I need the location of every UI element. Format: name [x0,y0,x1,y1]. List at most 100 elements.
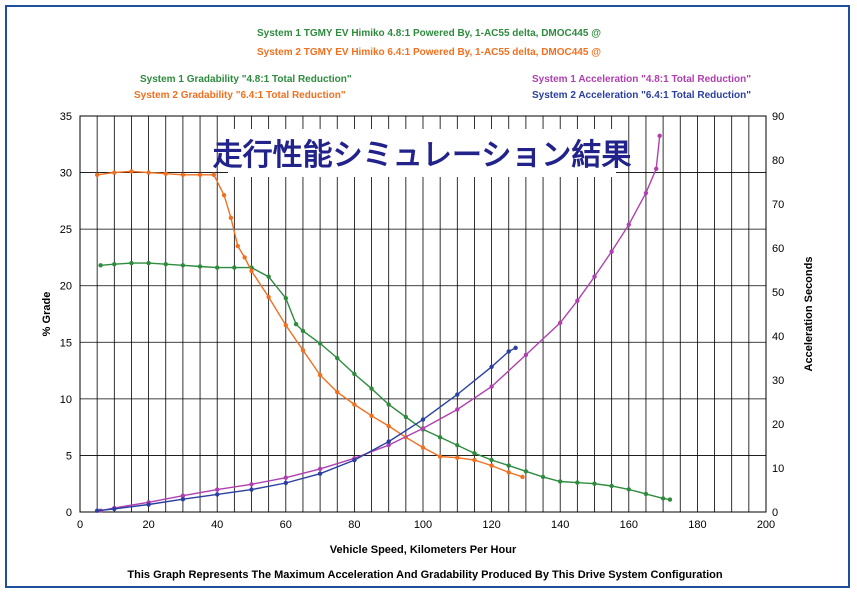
data-point [283,295,288,301]
x-tick-label: 120 [482,519,500,531]
data-point [472,450,477,456]
data-point [437,454,443,459]
x-axis-label: Vehicle Speed, Kilometers Per Hour [330,544,517,556]
data-point [455,392,460,397]
x-tick-label: 20 [142,519,154,531]
legend-left-1: System 1 Gradability "4.8:1 Total Reduct… [140,74,352,85]
y2-tick-label: 20 [772,419,784,431]
data-point [197,264,203,269]
data-point [146,260,151,266]
series-line [100,135,661,512]
y2-axis-label: Acceleration Seconds [803,257,815,372]
x-tick-label: 60 [280,519,292,531]
series-group [94,133,673,513]
header-line-1: System 1 TGMY EV Himiko 4.8:1 Powered By… [257,28,601,39]
data-point [146,502,151,507]
data-point [352,457,357,463]
data-point [249,487,254,492]
data-point [592,481,597,486]
data-point [455,455,460,460]
data-point [540,474,546,480]
data-point [317,341,323,346]
ticks: 0 20 40 60 80 100 120 140 160 180 2000510152025303… [60,111,785,531]
y2-tick-label: 40 [772,331,784,343]
data-point [228,215,234,221]
data-point [513,345,518,351]
data-point [317,466,323,472]
data-point [667,497,673,502]
series-2 [94,169,525,480]
data-point [520,474,525,480]
data-point [293,321,299,327]
data-point [300,348,306,353]
data-point [112,506,117,512]
data-point [129,169,134,174]
data-point [317,372,323,378]
y-tick-label: 15 [60,337,72,349]
data-point [558,479,563,484]
data-point [112,170,117,175]
data-point [369,413,374,419]
data-point [657,133,662,138]
y-tick-label: 10 [60,394,72,406]
data-point [249,482,254,487]
x-tick-label: 80 [348,519,360,531]
y-tick-label: 30 [60,168,72,180]
y2-tick-label: 30 [772,375,784,387]
grid [80,116,766,512]
header-line-2: System 2 TGMY EV Himiko 6.4:1 Powered By… [257,47,601,58]
data-point [197,172,203,178]
y-tick-label: 25 [60,224,72,236]
data-point [506,349,511,354]
y2-tick-label: 10 [772,463,784,475]
data-point [489,384,494,389]
data-point [180,172,186,178]
series-3 [98,133,662,513]
data-point [98,263,103,268]
y2-tick-label: 80 [772,155,784,167]
data-point [94,508,100,513]
data-point [592,274,597,279]
data-point [523,352,529,358]
data-point [386,442,391,448]
data-point [643,190,649,196]
title-box [228,129,616,177]
y-tick-label: 5 [66,450,72,462]
y2-tick-label: 60 [772,243,784,255]
chart-title: 走行性能シミュレーション結果 [213,138,632,173]
x-tick-label: 200 [757,519,775,531]
data-point [335,389,340,395]
data-point [386,402,391,407]
data-point [266,274,271,279]
data-point [283,323,288,328]
data-point [660,496,666,501]
data-point [352,371,357,377]
data-point [455,443,460,448]
data-point [386,423,391,429]
data-point [221,193,227,198]
data-point [420,426,426,431]
x-tick-label: 180 [688,519,706,531]
legend-left-2: System 2 Gradability "6.4:1 Total Reduct… [134,90,346,101]
data-point [146,170,151,175]
data-point [129,260,134,266]
data-point [609,249,614,254]
y-tick-label: 35 [60,111,72,123]
data-point [300,328,306,334]
data-point [180,497,186,502]
data-point [335,355,340,361]
data-point [575,298,580,303]
legend-right-1: System 1 Acceleration "4.8:1 Total Reduc… [532,74,751,85]
y2-tick-label: 70 [772,199,784,211]
data-point [352,402,357,407]
data-point [420,417,426,422]
x-tick-label: 160 [620,519,638,531]
y2-tick-label: 0 [772,507,778,519]
y2-tick-label: 50 [772,287,784,299]
data-point [163,262,168,267]
data-point [523,469,529,474]
data-point [215,265,220,270]
data-point [235,243,240,249]
data-point [283,480,288,486]
